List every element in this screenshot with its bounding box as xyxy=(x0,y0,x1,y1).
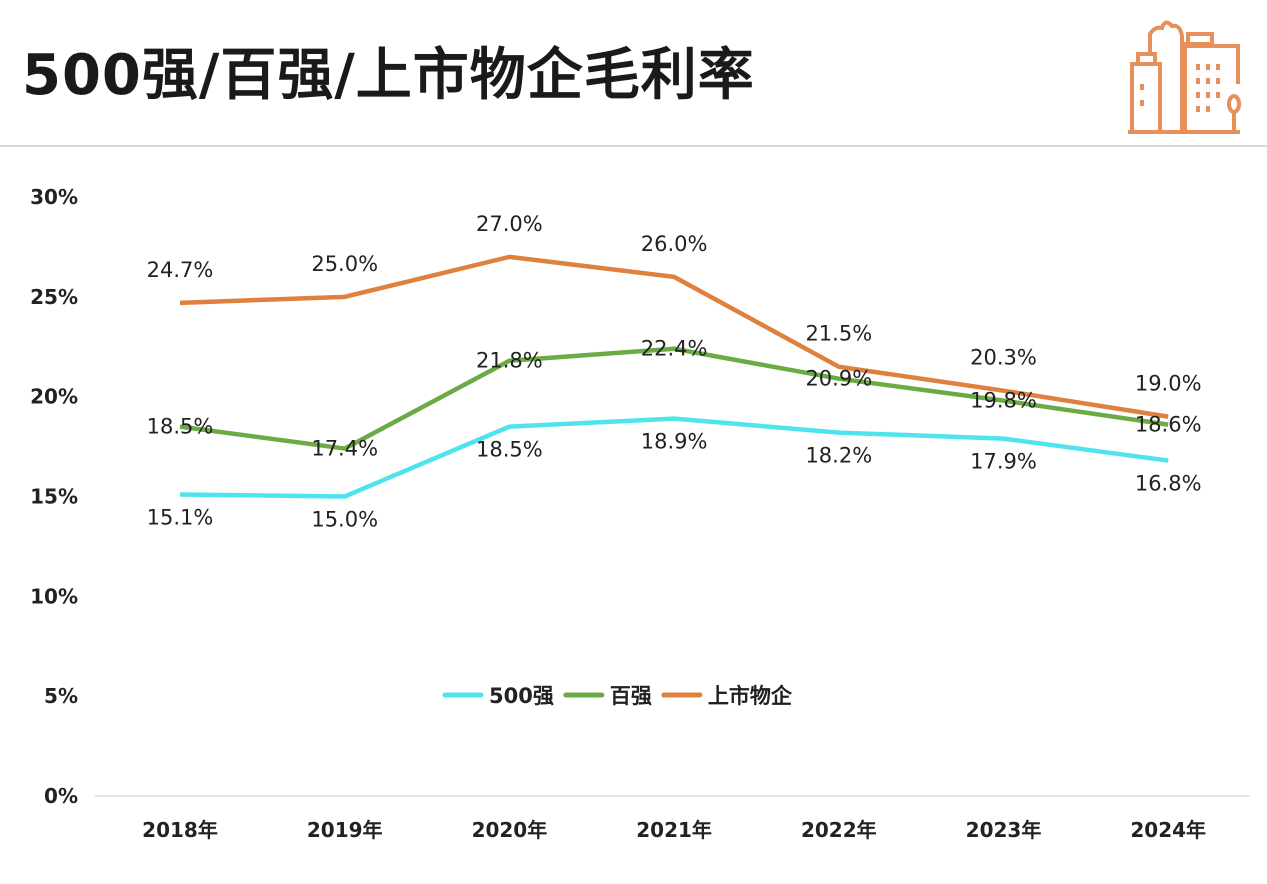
data-label: 16.8% xyxy=(1135,472,1202,496)
x-tick-label: 2022年 xyxy=(801,818,877,842)
data-label: 17.4% xyxy=(311,437,378,461)
data-label: 18.9% xyxy=(641,430,708,454)
data-label: 21.5% xyxy=(805,322,872,346)
y-tick-label: 15% xyxy=(30,485,78,509)
data-label: 22.4% xyxy=(641,337,708,361)
data-label: 25.0% xyxy=(311,252,378,276)
legend-label: 百强 xyxy=(610,684,652,708)
page-title: 500强/百强/上市物企毛利率 xyxy=(22,43,755,108)
data-label: 27.0% xyxy=(476,212,543,236)
legend-label: 500强 xyxy=(489,684,554,708)
header-divider xyxy=(0,145,1267,147)
data-label: 20.9% xyxy=(805,367,872,391)
data-label: 21.8% xyxy=(476,349,543,373)
data-label: 20.3% xyxy=(970,346,1037,370)
x-tick-label: 2020年 xyxy=(472,818,548,842)
data-label: 26.0% xyxy=(641,232,708,256)
data-label: 18.6% xyxy=(1135,413,1202,437)
data-label: 18.5% xyxy=(476,438,543,462)
y-tick-label: 10% xyxy=(30,584,78,608)
data-label: 15.0% xyxy=(311,508,378,532)
data-label: 24.7% xyxy=(147,258,214,282)
x-tick-label: 2023年 xyxy=(966,818,1042,842)
x-tick-label: 2019年 xyxy=(307,818,383,842)
data-label: 19.8% xyxy=(970,389,1037,413)
data-label: 19.0% xyxy=(1135,372,1202,396)
y-tick-label: 25% xyxy=(30,285,78,309)
x-tick-label: 2018年 xyxy=(142,818,218,842)
data-label: 18.2% xyxy=(805,444,872,468)
x-tick-label: 2021年 xyxy=(636,818,712,842)
legend-label: 上市物企 xyxy=(708,684,793,708)
y-tick-label: 5% xyxy=(44,684,78,708)
data-label: 18.5% xyxy=(147,415,214,439)
data-label: 15.1% xyxy=(147,506,214,530)
y-tick-label: 30% xyxy=(30,185,78,209)
y-tick-label: 0% xyxy=(44,784,78,808)
data-label: 17.9% xyxy=(970,450,1037,474)
y-tick-label: 20% xyxy=(30,385,78,409)
city-buildings-icon xyxy=(1128,20,1241,134)
x-tick-label: 2024年 xyxy=(1130,818,1206,842)
